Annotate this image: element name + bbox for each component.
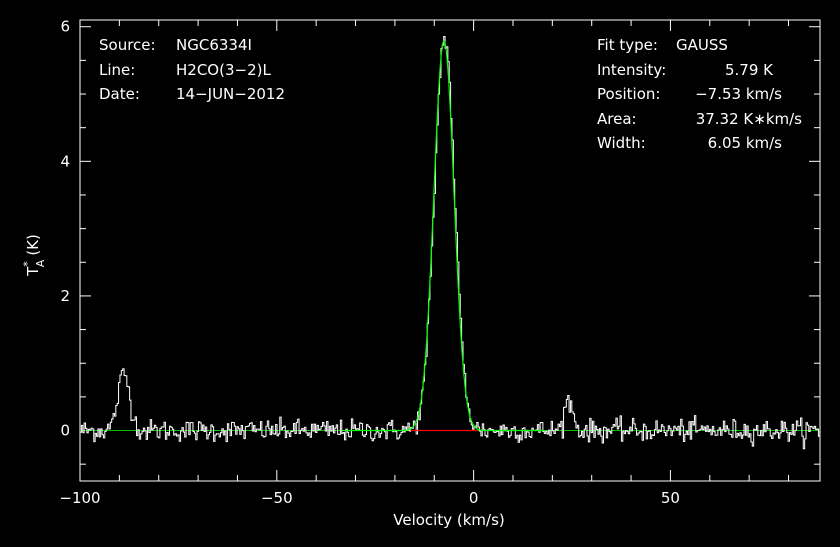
x-tick-label: 50	[661, 489, 680, 507]
plot-frame	[79, 19, 821, 482]
info-position-value: −7.53 km/s	[695, 85, 782, 103]
info-intensity-value: 5.79 K	[725, 61, 774, 79]
svg-text:T*A(K): T*A (K)	[21, 234, 47, 277]
y-tick-label: 2	[60, 287, 70, 305]
info-block-right: Fit type: GAUSS Intensity: 5.79 K Positi…	[597, 36, 802, 152]
tick-labels: −100 −50 0 50 0 2 4 6	[59, 18, 680, 507]
y-axis-label-unit: (K)	[24, 234, 42, 256]
x-axis-label: Velocity (km/s)	[393, 511, 504, 529]
y-axis-label: T*A (K)	[21, 234, 47, 277]
gauss-fit-line	[342, 40, 545, 432]
tick-marks	[79, 20, 820, 481]
y-axis-label-sup: *	[21, 261, 34, 267]
info-date-value: 14−JUN−2012	[176, 85, 285, 103]
info-fittype-value: GAUSS	[676, 36, 728, 54]
info-area-key: Area:	[597, 110, 637, 128]
axes-frame	[79, 19, 821, 482]
y-axis-label-sub: A	[34, 259, 47, 267]
fit-group	[342, 40, 545, 432]
spectrum-line	[80, 36, 821, 450]
info-line-key: Line:	[99, 61, 135, 79]
x-tick-label: −50	[261, 489, 293, 507]
info-width-value: 6.05 km/s	[708, 134, 783, 152]
info-width-key: Width:	[597, 134, 646, 152]
y-tick-label: 0	[60, 422, 70, 440]
info-fittype-key: Fit type:	[597, 36, 658, 54]
y-axis-label-main: T	[24, 266, 42, 277]
spectrum-group	[80, 36, 821, 450]
info-line-value: H2CO(3−2)L	[176, 61, 271, 79]
info-source-key: Source:	[99, 36, 156, 54]
y-tick-label: 6	[60, 18, 70, 36]
info-area-value: 37.32 K∗km/s	[696, 110, 802, 128]
y-tick-label: 4	[60, 152, 70, 170]
x-tick-label: 0	[469, 489, 479, 507]
info-block-left: Source: NGC6334I Line: H2CO(3−2)L Date: …	[99, 36, 285, 103]
x-tick-label: −100	[59, 489, 100, 507]
info-position-key: Position:	[597, 85, 660, 103]
info-source-value: NGC6334I	[176, 36, 252, 54]
info-intensity-key: Intensity:	[597, 61, 666, 79]
info-date-key: Date:	[99, 85, 140, 103]
